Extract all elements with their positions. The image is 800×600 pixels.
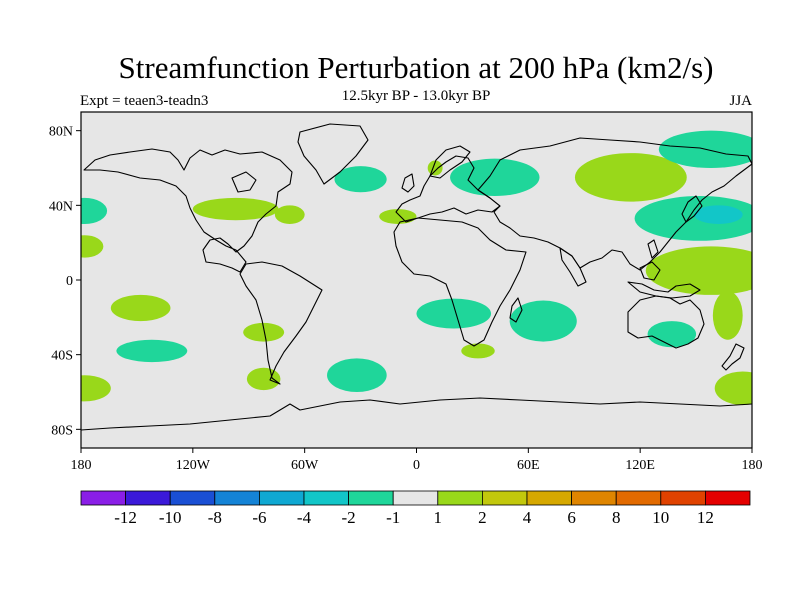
anomaly-region-10 (327, 358, 387, 393)
coastline-africa (393, 217, 527, 347)
colorbar-label-0: -12 (114, 508, 137, 527)
colorbar-swatch-2 (169, 490, 216, 506)
anomaly-region-2 (81, 375, 111, 402)
coastline-philippines (647, 239, 659, 259)
coastline-south-america (239, 261, 323, 385)
anomaly-region-22 (712, 291, 743, 340)
lon-tick-label-0: 180 (71, 458, 92, 473)
colorbar-label-4: -4 (297, 508, 312, 527)
coastline-greenland (297, 123, 369, 185)
lat-tick-label-3: 40S (51, 349, 73, 364)
colorbar-label-5: -2 (342, 508, 356, 527)
anomaly-region-21 (645, 246, 752, 295)
coastline-madagascar (509, 297, 523, 323)
colorbar-swatch-12 (615, 490, 662, 506)
anomaly-region-14 (416, 298, 492, 329)
colorbar-label-9: 4 (523, 508, 532, 527)
anomaly-region-20 (694, 205, 743, 225)
lon-tick-label-5: 120E (625, 458, 655, 473)
colorbar-swatch-8 (437, 490, 483, 506)
colorbar-label-13: 12 (697, 508, 714, 527)
axis-ticks: 180 120W 60W 0 60E 120E 180 80N 40N 0 40S 80S (49, 125, 763, 473)
lon-tick-label-4: 60E (517, 458, 540, 473)
coastline-australia (627, 295, 705, 349)
colorbar-swatch-11 (571, 490, 617, 506)
colorbar: -12 -10 -8 -6 -4 -2 -1 1 2 4 6 8 10 12 (80, 490, 751, 527)
coastline-north-america (83, 148, 293, 273)
lon-tick-label-6: 180 (742, 458, 763, 473)
anomaly-region-23 (647, 321, 697, 348)
colorbar-swatch-9 (481, 490, 528, 506)
anomaly-region-11 (379, 209, 417, 225)
anomaly-region-17 (574, 153, 687, 202)
colorbar-swatch-5 (303, 490, 349, 506)
colorbar-label-11: 8 (612, 508, 621, 527)
lat-tick-label-0: 80N (49, 125, 73, 140)
colorbar-label-2: -8 (208, 508, 222, 527)
anomaly-layer (81, 130, 752, 406)
anomaly-region-16 (509, 300, 577, 342)
anomaly-region-9 (334, 166, 387, 193)
coastline-india (559, 247, 587, 287)
colorbar-swatch-3 (214, 490, 260, 506)
coastline-indonesia (627, 281, 701, 299)
colorbar-swatch-7 (392, 490, 439, 506)
coastline-japan (681, 195, 703, 223)
anomaly-region-4 (81, 235, 104, 258)
anomaly-region-0 (110, 294, 171, 322)
coastline-new-zealand (721, 343, 745, 371)
anomaly-region-24 (714, 371, 752, 406)
anomaly-region-7 (243, 322, 285, 342)
colorbar-label-6: -1 (386, 508, 400, 527)
colorbar-swatch-1 (125, 490, 171, 506)
anomaly-region-8 (246, 367, 281, 391)
lat-tick-label-1: 40N (49, 199, 73, 214)
anomaly-region-5 (192, 197, 279, 221)
coastline-uk (401, 173, 415, 193)
coastline-asia (477, 137, 752, 271)
colorbar-label-8: 2 (478, 508, 487, 527)
anomaly-region-15 (461, 343, 495, 359)
coastline-hudson-bay (231, 171, 257, 193)
lon-tick-label-2: 60W (291, 458, 319, 473)
map-title: Streamfunction Perturbation at 200 hPa (… (118, 50, 714, 85)
colorbar-swatch-14 (705, 490, 751, 506)
anomaly-region-6 (274, 205, 305, 225)
anomaly-region-3 (81, 197, 108, 224)
colorbar-swatch-10 (526, 490, 572, 506)
coastline-borneo (639, 261, 661, 281)
anomaly-region-13 (450, 158, 540, 196)
lat-tick-label-4: 80S (51, 423, 73, 438)
colorbar-swatch-0 (80, 490, 126, 506)
coastline-layer (81, 123, 752, 431)
lon-tick-label-1: 120W (176, 458, 211, 473)
coastline-europe (395, 155, 501, 223)
coastline-scandinavia (429, 145, 471, 179)
colorbar-swatch-13 (660, 490, 706, 506)
colorbar-swatch-4 (258, 490, 305, 506)
anomaly-region-1 (116, 339, 188, 363)
colorbar-label-3: -6 (252, 508, 266, 527)
colorbar-label-12: 10 (652, 508, 669, 527)
colorbar-label-10: 6 (567, 508, 576, 527)
colorbar-label-7: 1 (434, 508, 443, 527)
season-label: JJA (729, 93, 752, 109)
experiment-label: Expt = teaen3-teadn3 (80, 93, 209, 109)
coastline-antarctica (81, 397, 752, 431)
period-subtitle: 12.5kyr BP - 13.0kyr BP (341, 88, 491, 104)
lon-tick-label-3: 0 (413, 458, 420, 473)
lat-tick-label-2: 0 (66, 274, 73, 289)
colorbar-swatch-6 (348, 490, 394, 506)
colorbar-label-1: -10 (159, 508, 182, 527)
anomaly-region-18 (658, 130, 752, 168)
